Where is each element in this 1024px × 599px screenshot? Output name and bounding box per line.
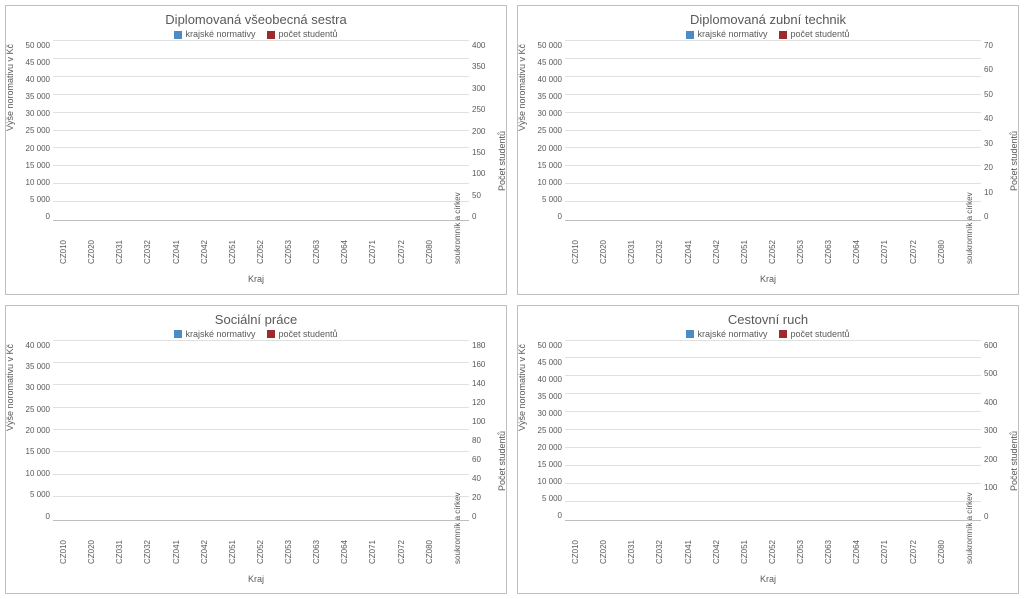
legend: krajské normativypočet studentů — [526, 329, 1010, 339]
chart-panel: Sociální práce krajské normativypočet stu… — [5, 305, 507, 595]
legend: krajské normativypočet studentů — [14, 329, 498, 339]
y-label-right: Počet studentů — [497, 431, 507, 491]
y-axis-right: 400350300250200150100500 — [469, 41, 498, 221]
y-label-right: Počet studentů — [497, 131, 507, 191]
y-label-right: Počet studentů — [1009, 431, 1019, 491]
x-title: Kraj — [526, 574, 1010, 584]
y-axis-right: 6005004003002001000 — [981, 341, 1010, 521]
plot — [565, 341, 981, 521]
x-axis: CZ010CZ020CZ031CZ032CZ041CZ042CZ051CZ052… — [562, 224, 984, 272]
legend: krajské normativypočet studentů — [14, 29, 498, 39]
chart-title: Sociální práce — [14, 312, 498, 327]
x-title: Kraj — [14, 574, 498, 584]
x-tick-label: soukromník a církev — [965, 254, 1013, 264]
x-axis: CZ010CZ020CZ031CZ032CZ041CZ042CZ051CZ052… — [50, 224, 472, 272]
y-axis-left: 50 00045 00040 00035 00030 00025 00020 0… — [526, 341, 565, 521]
x-tick-label: soukromník a církev — [453, 254, 501, 264]
y-axis-right: 180160140120100806040200 — [469, 341, 498, 521]
plot-area: 50 00045 00040 00035 00030 00025 00020 0… — [526, 341, 1010, 521]
y-axis-left: 50 00045 00040 00035 00030 00025 00020 0… — [14, 41, 53, 221]
y-label-left: Výše noromativu v Kč — [5, 343, 15, 430]
x-tick-label: soukromník a církev — [965, 554, 1013, 564]
chart-title: Diplomovaná všeobecná sestra — [14, 12, 498, 27]
y-axis-left: 40 00035 00030 00025 00020 00015 00010 0… — [14, 341, 53, 521]
plot — [53, 41, 469, 221]
y-label-left: Výše noromativu v Kč — [517, 343, 527, 430]
x-title: Kraj — [526, 274, 1010, 284]
plot-area: 50 00045 00040 00035 00030 00025 00020 0… — [14, 41, 498, 221]
chart-panel: Diplomovaná všeobecná sestra krajské norm… — [5, 5, 507, 295]
y-axis-right: 706050403020100 — [981, 41, 1010, 221]
plot-area: 40 00035 00030 00025 00020 00015 00010 0… — [14, 341, 498, 521]
plot-area: 50 00045 00040 00035 00030 00025 00020 0… — [526, 41, 1010, 221]
x-tick-label: soukromník a církev — [453, 554, 501, 564]
chart-title: Diplomovaná zubní technik — [526, 12, 1010, 27]
x-title: Kraj — [14, 274, 498, 284]
x-axis: CZ010CZ020CZ031CZ032CZ041CZ042CZ051CZ052… — [562, 524, 984, 572]
y-axis-left: 50 00045 00040 00035 00030 00025 00020 0… — [526, 41, 565, 221]
x-axis: CZ010CZ020CZ031CZ032CZ041CZ042CZ051CZ052… — [50, 524, 472, 572]
y-label-left: Výše noromativu v Kč — [517, 44, 527, 131]
legend: krajské normativypočet studentů — [526, 29, 1010, 39]
chart-title: Cestovní ruch — [526, 312, 1010, 327]
plot — [565, 41, 981, 221]
y-label-left: Výše noromativu v Kč — [5, 44, 15, 131]
chart-panel: Diplomovaná zubní technik krajské normati… — [517, 5, 1019, 295]
chart-panel: Cestovní ruch krajské normativypočet stud… — [517, 305, 1019, 595]
y-label-right: Počet studentů — [1009, 131, 1019, 191]
plot — [53, 341, 469, 521]
